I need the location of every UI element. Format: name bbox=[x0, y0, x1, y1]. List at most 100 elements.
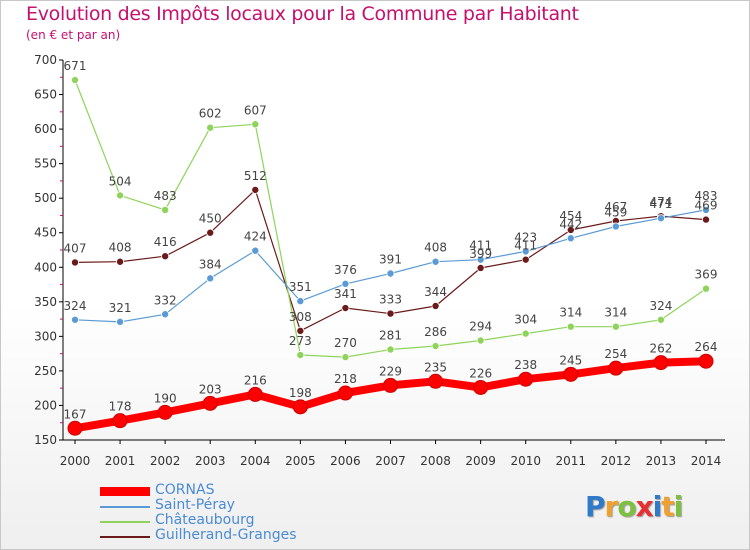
data-label: 304 bbox=[514, 313, 537, 327]
data-point bbox=[251, 185, 260, 194]
data-label: 474 bbox=[649, 195, 672, 209]
data-label: 607 bbox=[244, 103, 267, 117]
data-point bbox=[473, 379, 489, 395]
data-point bbox=[656, 315, 665, 324]
legend-swatch bbox=[100, 487, 150, 496]
data-label: 332 bbox=[154, 293, 177, 307]
data-point bbox=[251, 120, 260, 129]
data-label: 459 bbox=[604, 206, 627, 220]
data-point bbox=[341, 353, 350, 362]
x-tick-label: 2005 bbox=[285, 454, 316, 468]
data-label: 308 bbox=[289, 310, 312, 324]
data-point bbox=[161, 205, 170, 214]
data-label: 190 bbox=[154, 391, 177, 405]
data-label: 286 bbox=[424, 325, 447, 339]
legend-label: CORNAS bbox=[155, 482, 215, 498]
data-point bbox=[653, 355, 669, 371]
data-point bbox=[296, 297, 305, 306]
data-label: 264 bbox=[695, 340, 718, 354]
data-label: 399 bbox=[469, 247, 492, 261]
data-point bbox=[428, 373, 444, 389]
data-point bbox=[71, 315, 80, 324]
data-point bbox=[566, 234, 575, 243]
data-label: 671 bbox=[64, 59, 87, 73]
data-label: 442 bbox=[559, 217, 582, 231]
data-label: 235 bbox=[424, 360, 447, 374]
data-label: 198 bbox=[289, 386, 312, 400]
data-label: 454 bbox=[559, 209, 582, 223]
legend-swatch bbox=[100, 536, 150, 538]
data-label: 411 bbox=[469, 239, 492, 253]
x-tick-label: 2014 bbox=[691, 454, 722, 468]
x-tick-label: 2007 bbox=[375, 454, 406, 468]
x-tick-label: 2013 bbox=[646, 454, 677, 468]
data-point bbox=[566, 225, 575, 234]
data-point bbox=[702, 215, 711, 224]
data-label: 411 bbox=[514, 239, 537, 253]
chart-subtitle: (en € et par an) bbox=[26, 28, 121, 42]
data-point bbox=[337, 385, 353, 401]
data-point bbox=[611, 322, 620, 331]
data-label: 333 bbox=[379, 293, 402, 307]
data-point bbox=[476, 255, 485, 264]
data-point bbox=[431, 301, 440, 310]
data-label: 467 bbox=[604, 200, 627, 214]
data-point bbox=[292, 399, 308, 415]
y-tick-label: 200 bbox=[34, 398, 57, 412]
data-label: 469 bbox=[695, 199, 718, 213]
data-point bbox=[521, 247, 530, 256]
data-point bbox=[521, 329, 530, 338]
data-point bbox=[702, 205, 711, 214]
data-label: 273 bbox=[289, 334, 312, 348]
data-label: 245 bbox=[559, 353, 582, 367]
data-point bbox=[698, 353, 714, 369]
data-label: 504 bbox=[109, 174, 132, 188]
data-label: 341 bbox=[334, 287, 357, 301]
data-point bbox=[116, 257, 125, 266]
x-tick-label: 2009 bbox=[465, 454, 496, 468]
x-tick-label: 2002 bbox=[150, 454, 181, 468]
data-point bbox=[476, 263, 485, 272]
data-label: 416 bbox=[154, 235, 177, 249]
data-label: 321 bbox=[109, 301, 132, 315]
data-label: 391 bbox=[379, 252, 402, 266]
data-point bbox=[476, 336, 485, 345]
y-tick-label: 400 bbox=[34, 260, 57, 274]
data-point bbox=[161, 252, 170, 261]
data-label: 483 bbox=[154, 189, 177, 203]
data-label: 369 bbox=[695, 268, 718, 282]
data-label: 238 bbox=[514, 358, 537, 372]
x-tick-label: 2004 bbox=[240, 454, 271, 468]
data-label: 408 bbox=[424, 241, 447, 255]
y-tick-label: 600 bbox=[34, 122, 57, 136]
data-label: 167 bbox=[64, 407, 87, 421]
legend-label: Guilherand-Granges bbox=[155, 527, 297, 543]
data-point bbox=[296, 326, 305, 335]
chart-title: Evolution des Impôts locaux pour la Comm… bbox=[26, 3, 579, 25]
data-label: 344 bbox=[424, 285, 447, 299]
data-label: 602 bbox=[199, 107, 222, 121]
data-label: 229 bbox=[379, 364, 402, 378]
data-label: 423 bbox=[514, 230, 537, 244]
logo-letter: r bbox=[604, 490, 619, 523]
data-point bbox=[247, 386, 263, 402]
legend-swatch bbox=[100, 521, 150, 523]
data-label: 294 bbox=[469, 320, 492, 334]
y-tick-label: 150 bbox=[34, 433, 57, 447]
x-tick-label: 2003 bbox=[195, 454, 226, 468]
data-label: 314 bbox=[559, 306, 582, 320]
x-tick-label: 2001 bbox=[105, 454, 136, 468]
data-point bbox=[566, 322, 575, 331]
data-label: 408 bbox=[109, 241, 132, 255]
data-label: 178 bbox=[109, 400, 132, 414]
data-point bbox=[341, 304, 350, 313]
logo-letter: P bbox=[585, 490, 606, 523]
data-label: 203 bbox=[199, 382, 222, 396]
logo-letter: x bbox=[635, 490, 654, 523]
data-label: 262 bbox=[649, 342, 672, 356]
data-label: 324 bbox=[649, 299, 672, 313]
data-point bbox=[386, 345, 395, 354]
data-point bbox=[341, 279, 350, 288]
logo-letter: i bbox=[673, 490, 684, 523]
